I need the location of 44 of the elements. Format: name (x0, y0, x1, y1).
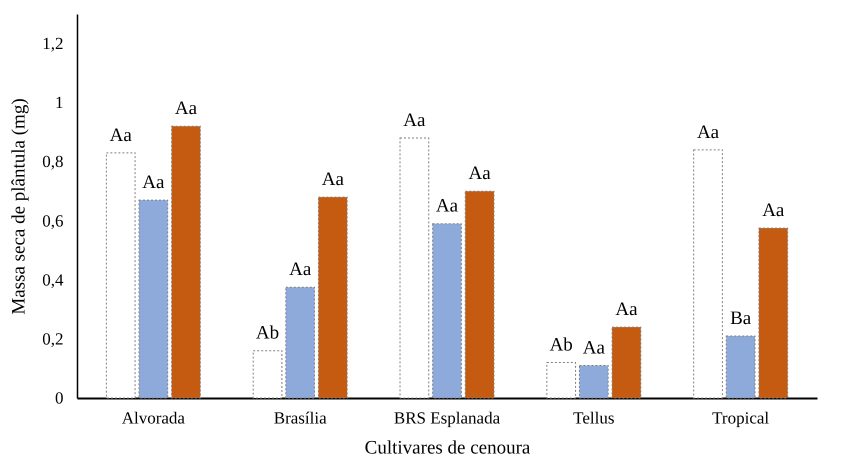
y-tick-label: 1 (55, 93, 64, 112)
data-label: Aa (615, 299, 638, 320)
y-tick-label: 0,8 (42, 152, 64, 172)
data-label: Ab (550, 334, 573, 356)
y-tick-label: 0,2 (42, 329, 64, 348)
data-label: Aa (582, 338, 606, 359)
data-label: Aa (762, 200, 785, 222)
data-label: Aa (468, 163, 492, 184)
bar (318, 196, 348, 398)
x-tick-label: BRS Esplanada (394, 408, 501, 428)
data-label: Aa (174, 98, 198, 120)
data-label: Aa (436, 196, 459, 217)
y-tick-label: 0 (55, 388, 64, 408)
bar (726, 335, 756, 398)
data-label: Aa (403, 110, 426, 132)
bar (106, 152, 136, 398)
bar (138, 200, 168, 398)
bar (400, 138, 430, 398)
bar (578, 365, 609, 398)
y-tick-label: 0,6 (42, 211, 64, 230)
bar (758, 228, 788, 398)
y-axis-title: Massa seca de plântula (mg) (8, 98, 30, 315)
data-label: Aa (322, 169, 344, 190)
bar (546, 362, 576, 398)
x-tick-label: Brasília (274, 408, 328, 428)
x-axis-title: Cultivares de cenoura (364, 438, 531, 458)
bar (432, 223, 462, 398)
data-label: Ba (730, 308, 752, 329)
y-tick-label: 0,4 (42, 270, 64, 290)
y-tick-label: 1,2 (42, 34, 64, 54)
bar (252, 350, 282, 398)
bar (464, 190, 494, 398)
x-tick-label: Tropical (712, 408, 770, 428)
bar (693, 149, 723, 398)
bar (285, 286, 316, 398)
data-label: Ab (256, 322, 280, 344)
bar (612, 326, 642, 398)
data-label: Aa (289, 259, 312, 280)
x-tick-label: Alvorada (122, 408, 186, 428)
x-tick-label: Tellus (573, 408, 614, 428)
bar (171, 126, 201, 398)
data-label: Aa (110, 124, 132, 146)
data-label: Aa (696, 122, 720, 143)
data-label: Aa (142, 172, 165, 194)
